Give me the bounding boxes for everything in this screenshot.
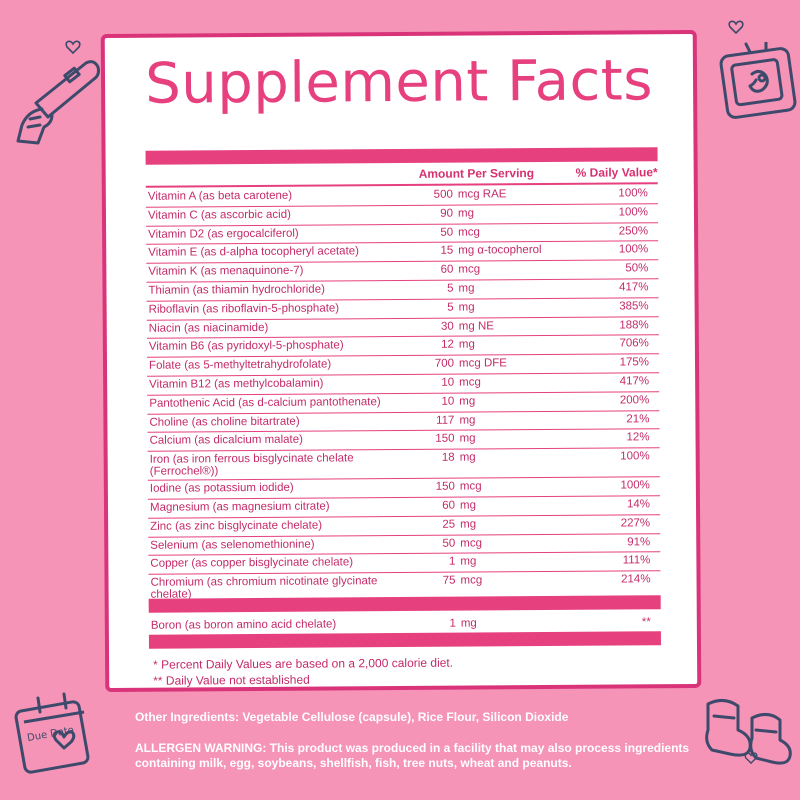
nutrient-unit: mg	[460, 617, 477, 630]
supplement-facts-panel: Supplement Facts Amount Per Serving % Da…	[100, 29, 702, 693]
nutrient-daily-value: 21%	[626, 412, 650, 425]
nutrient-daily-value: 227%	[620, 517, 651, 530]
nutrient-unit: mg	[459, 414, 476, 427]
nutrient-amount: 1	[449, 617, 456, 630]
nutrient-daily-value: 417%	[619, 281, 649, 294]
nutrient-unit: mcg	[460, 536, 483, 550]
heart-icon	[744, 752, 758, 764]
nutrient-daily-value: 200%	[619, 394, 650, 407]
nutrient-daily-value: 14%	[626, 498, 651, 511]
ultrasound-monitor-icon	[719, 42, 797, 119]
nutrient-unit: mcg	[459, 376, 481, 389]
nutrient-amount: 30	[440, 320, 454, 333]
pregnancy-test-icon	[16, 60, 100, 145]
calendar-due-text: Due Date	[26, 725, 74, 744]
table-row: Iron (as iron ferrous bisglycinate chela…	[147, 448, 660, 481]
nutrient-amount: 5	[447, 282, 454, 295]
nutrient-unit: mcg	[458, 226, 480, 239]
nutrient-amount: 10	[441, 376, 455, 389]
nutrient-unit: mcg DFE	[458, 357, 507, 370]
nutrient-name: Iron (as iron ferrous bisglycinate chela…	[149, 452, 354, 478]
other-ingredients: Other Ingredients: Vegetable Cellulose (…	[135, 710, 569, 724]
nutrient-daily-value: 417%	[619, 375, 650, 388]
nutrient-unit: mcg RAE	[457, 188, 507, 201]
daily-value-header: % Daily Value*	[575, 165, 658, 180]
not-established-footnote: ** Daily Value not established	[153, 672, 310, 688]
amount-header: Amount Per Serving	[418, 166, 535, 181]
nutrient-daily-value: 12%	[626, 431, 650, 444]
calendar-icon: Due Date	[14, 692, 90, 774]
nutrient-unit: mg	[458, 301, 475, 314]
nutrient-amount: 60	[440, 263, 454, 276]
nutrient-amount: 150	[435, 432, 455, 446]
nutrient-unit: mg	[460, 555, 477, 568]
nutrient-unit: mg NE	[458, 319, 494, 333]
nutrient-daily-value: 188%	[619, 318, 649, 332]
allergen-warning: ALLERGEN WARNING: This product was produ…	[135, 741, 690, 770]
nutrient-unit: mg	[457, 207, 474, 220]
nutrient-amount: 700	[434, 357, 455, 370]
divider-bar	[148, 595, 661, 613]
nutrient-daily-value: 111%	[622, 554, 651, 567]
nutrient-unit: mg	[460, 518, 477, 531]
nutrient-amount: 18	[441, 451, 455, 464]
nutrient-amount: 60	[442, 499, 456, 512]
divider-bar	[148, 631, 661, 649]
nutrient-name: Boron (as boron amino acid chelate)	[150, 618, 337, 632]
nutrient-unit: mg	[458, 338, 475, 351]
nutrient-amount: 50	[440, 226, 454, 239]
nutrient-amount: 150	[435, 480, 455, 493]
nutrient-amount: 90	[440, 207, 454, 220]
nutrient-daily-value: 100%	[618, 206, 649, 219]
nutrient-amount: 15	[440, 245, 454, 258]
nutrient-daily-value: 100%	[620, 479, 650, 492]
nutrient-daily-value: 50%	[625, 262, 649, 275]
nutrient-amount: 50	[442, 537, 456, 550]
nutrient-daily-value: 91%	[627, 535, 651, 548]
baby-booties-icon	[705, 699, 792, 765]
daily-value-footnote: * Percent Daily Values are based on a 2,…	[153, 655, 454, 672]
nutrient-amount: 5	[447, 301, 454, 314]
nutrient-daily-value: **	[641, 616, 651, 629]
nutrient-unit: mg	[459, 432, 476, 445]
nutrient-unit: mg α-tocopherol	[458, 244, 542, 257]
nutrient-daily-value: 100%	[620, 450, 650, 463]
nutrient-daily-value: 100%	[618, 243, 649, 256]
nutrient-amount: 12	[441, 339, 454, 352]
nutrient-daily-value: 214%	[621, 573, 651, 586]
heart-icon	[728, 20, 744, 34]
nutrient-amount: 1	[448, 555, 456, 569]
nutrient-amount: 75	[442, 574, 456, 587]
nutrient-amount: 500	[433, 188, 453, 201]
nutrient-amount: 117	[436, 414, 455, 427]
heart-icon	[65, 40, 81, 54]
nutrient-unit: mcg	[459, 480, 482, 493]
nutrient-daily-value: 100%	[618, 187, 648, 200]
nutrient-amount: 10	[441, 395, 455, 408]
panel-title: Supplement Facts	[144, 48, 654, 117]
nutrient-amount: 25	[442, 518, 456, 531]
nutrient-daily-value: 250%	[618, 224, 649, 238]
nutrient-table: Vitamin A (as beta carotene) 500 mcg RAE 10…	[145, 185, 661, 604]
divider-bar	[145, 147, 658, 165]
nutrient-daily-value: 706%	[619, 337, 649, 350]
nutrient-unit: mg	[459, 499, 477, 512]
nutrient-daily-value: 175%	[619, 356, 650, 369]
nutrient-unit: mg	[459, 395, 476, 408]
nutrient-unit: mcg	[458, 263, 481, 276]
nutrient-unit: mg	[459, 451, 476, 464]
nutrient-unit: mg	[458, 282, 475, 295]
nutrient-daily-value: 385%	[619, 300, 649, 313]
nutrient-unit: mcg	[460, 574, 483, 587]
